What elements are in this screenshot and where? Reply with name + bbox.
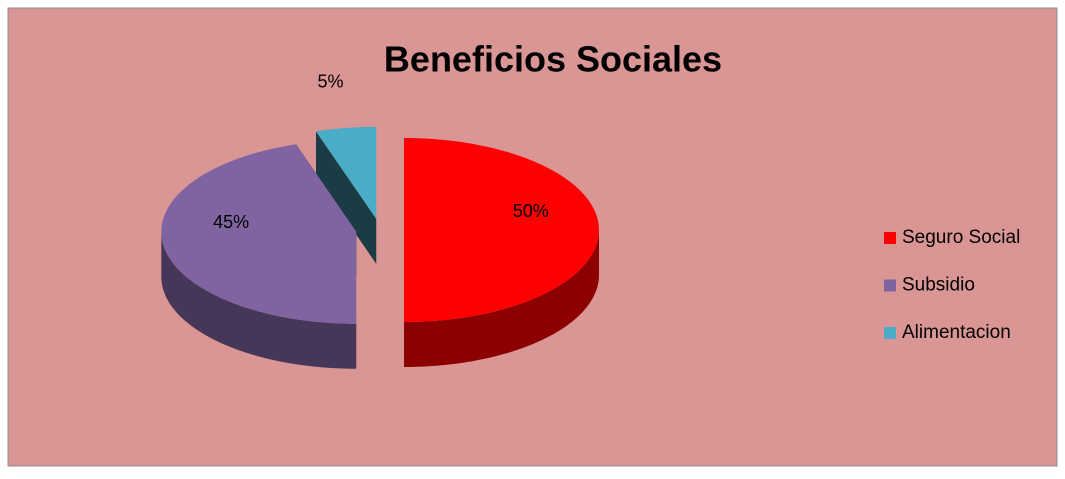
data-label: 50%	[513, 201, 549, 221]
pie-slice	[404, 138, 599, 367]
pie-slice	[161, 144, 357, 369]
slice-wall	[404, 230, 599, 367]
legend-label: Seguro Social	[902, 227, 1020, 248]
legend-swatch	[884, 232, 896, 244]
legend-swatch	[884, 327, 896, 339]
slice-top	[404, 138, 599, 322]
slice-top	[315, 126, 377, 219]
data-label: 45%	[213, 212, 249, 232]
slice-wall	[161, 231, 357, 369]
legend-label: Alimentacion	[902, 322, 1011, 343]
legend-swatch	[884, 279, 896, 292]
legend-label: Subsidio	[902, 275, 975, 296]
slice-side	[315, 131, 377, 264]
slice-top	[161, 144, 357, 324]
chart-title: Beneficios Sociales	[384, 39, 722, 80]
pie-slice	[315, 126, 377, 264]
data-label: 5%	[317, 71, 343, 91]
